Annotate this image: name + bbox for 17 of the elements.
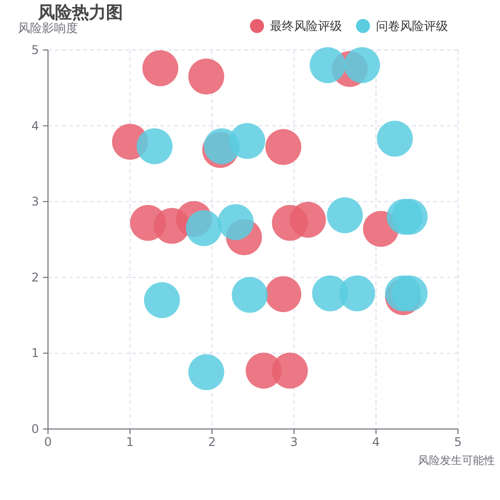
- y-tick-label: 1: [31, 346, 39, 360]
- x-tick-label: 0: [44, 435, 52, 449]
- x-tick-label: 5: [454, 435, 462, 449]
- x-tick-label: 3: [290, 435, 298, 449]
- x-axis-title: 风险发生可能性: [418, 454, 495, 467]
- chart-title: 风险热力图: [37, 3, 123, 23]
- x-tick-label: 1: [126, 435, 134, 449]
- y-tick-label: 4: [31, 118, 39, 133]
- x-tick-label: 4: [372, 435, 380, 449]
- legend-label: 最终风险评级: [270, 19, 342, 33]
- x-tick-label: 2: [208, 435, 216, 449]
- y-tick-label: 2: [31, 270, 39, 284]
- y-axis-title: 风险影响度: [18, 21, 78, 35]
- y-tick-label: 5: [31, 43, 39, 57]
- y-tick-label: 3: [31, 194, 39, 209]
- y-tick-label: 0: [31, 422, 39, 436]
- legend-label: 问卷风险评级: [376, 19, 448, 33]
